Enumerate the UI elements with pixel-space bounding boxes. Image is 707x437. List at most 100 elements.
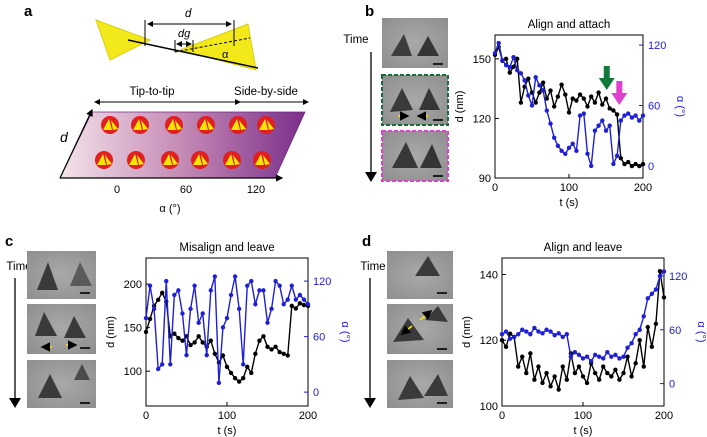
data-point <box>618 155 623 161</box>
data-point <box>613 367 618 373</box>
data-point <box>204 352 209 358</box>
data-point <box>524 329 529 334</box>
nanoprism-pair-icon <box>165 116 183 134</box>
data-point <box>544 108 549 113</box>
data-point <box>645 324 650 330</box>
data-point <box>625 354 630 359</box>
nanoprism-pair-icon <box>197 116 215 134</box>
data-point <box>641 364 646 369</box>
data-point <box>265 344 270 349</box>
data-point <box>559 148 564 154</box>
tem-frame-b3 <box>381 130 449 182</box>
chart-title: Misalign and leave <box>179 242 274 254</box>
data-point <box>601 364 606 369</box>
data-point <box>614 112 620 117</box>
data-point <box>556 387 561 392</box>
data-point <box>657 268 663 274</box>
x-tick-label: 0 <box>492 182 498 194</box>
y-tick-label: 120 <box>480 335 498 347</box>
nanoprism-pair-icon <box>131 116 149 134</box>
data-point <box>192 283 197 288</box>
data-point <box>147 283 153 288</box>
data-point <box>176 335 181 341</box>
data-point <box>160 290 165 296</box>
data-point <box>577 92 583 97</box>
y2-tick-label: 0 <box>313 387 319 399</box>
panel-label-d: d <box>362 233 371 250</box>
data-point <box>212 351 218 356</box>
data-point <box>520 327 525 332</box>
data-point <box>285 297 290 302</box>
data-point <box>208 338 213 343</box>
data-point <box>544 327 549 332</box>
data-point <box>188 306 193 312</box>
data-point <box>289 283 294 288</box>
x-tick-label: 100 <box>574 410 592 422</box>
data-point <box>588 358 594 364</box>
data-point <box>603 128 609 133</box>
data-point <box>168 362 173 367</box>
data-point <box>265 320 270 325</box>
data-point <box>492 50 498 56</box>
data-point <box>220 325 226 330</box>
data-point <box>559 82 564 87</box>
data-point <box>253 351 258 356</box>
plane-tick-60: 60 <box>180 184 192 196</box>
x-tick-label: 200 <box>634 182 652 194</box>
tem-frame-b2 <box>381 74 449 126</box>
data-point <box>640 113 646 118</box>
data-point <box>589 163 594 169</box>
y-tick-label: 200 <box>124 279 142 291</box>
tem-stack-c: Time <box>6 251 96 408</box>
y2-tick-label: 60 <box>313 332 325 344</box>
y-tick-label: 90 <box>479 173 491 185</box>
data-point <box>526 93 531 98</box>
data-point <box>511 64 516 69</box>
data-point <box>281 302 286 307</box>
data-point <box>560 334 565 340</box>
data-point <box>143 315 149 321</box>
data-point <box>228 370 234 376</box>
data-point <box>622 113 627 118</box>
dg-label: dg <box>178 28 191 40</box>
y2-tick-label: 0 <box>669 379 675 391</box>
data-point <box>536 364 541 369</box>
data-point <box>607 123 612 128</box>
data-point <box>200 311 205 316</box>
data-point <box>574 98 579 103</box>
nanoprism-pair-icon <box>127 151 145 169</box>
data-point <box>613 352 618 358</box>
y2-tick-label: 120 <box>669 271 687 283</box>
data-point <box>618 118 623 123</box>
data-point <box>637 163 642 169</box>
data-point <box>180 311 185 316</box>
data-point <box>617 377 622 382</box>
data-point <box>629 115 635 120</box>
tem-frame-d2 <box>387 304 453 354</box>
data-point <box>305 302 311 307</box>
chart-title: Align and attach <box>528 19 610 31</box>
data-point <box>532 377 537 382</box>
data-point <box>592 370 598 376</box>
y2-tick-label: 60 <box>669 325 681 337</box>
plane-tick-120: 120 <box>247 184 265 196</box>
data-point <box>563 92 568 97</box>
left-triangle <box>95 19 152 61</box>
nanoprism-pair-icon <box>253 151 271 169</box>
data-point <box>507 65 512 70</box>
data-point <box>637 327 642 332</box>
data-point <box>261 288 266 293</box>
tem-frame-b1 <box>382 18 448 68</box>
data-point <box>192 340 197 345</box>
data-point <box>257 338 262 343</box>
data-point <box>633 332 638 337</box>
x-axis-label: t (s) <box>218 425 237 437</box>
data-point <box>528 351 533 356</box>
data-point <box>212 274 218 279</box>
data-point <box>503 329 509 334</box>
data-point <box>566 110 572 115</box>
nanoprism-pair-icon <box>229 116 247 134</box>
data-point <box>560 364 565 369</box>
data-point <box>625 345 630 350</box>
